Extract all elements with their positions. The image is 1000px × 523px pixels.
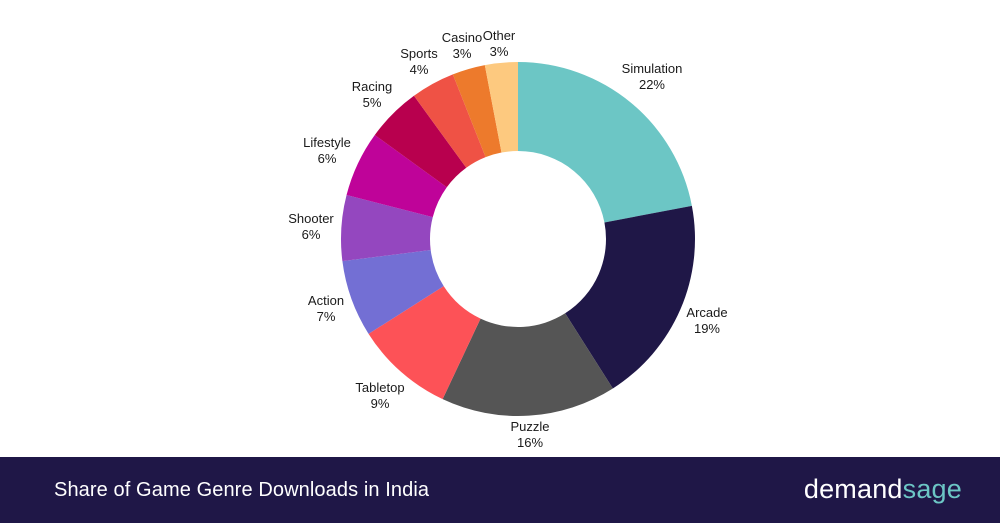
label-other: Other 3% bbox=[483, 28, 516, 60]
slice-action bbox=[342, 250, 444, 334]
label-name: Arcade bbox=[686, 305, 728, 320]
brand-logo: demandsage bbox=[804, 474, 962, 505]
label-name: Simulation bbox=[621, 61, 683, 76]
label-action: Action 7% bbox=[308, 293, 344, 325]
label-name: Puzzle bbox=[510, 419, 550, 434]
slice-arcade bbox=[565, 205, 695, 389]
brand-accent: sage bbox=[902, 474, 962, 504]
label-value: 5% bbox=[362, 95, 382, 110]
label-value: 3% bbox=[489, 44, 509, 59]
footer-bar: Share of Game Genre Downloads in India d… bbox=[0, 457, 1000, 523]
label-value: 3% bbox=[452, 46, 472, 61]
slice-simulation bbox=[518, 62, 692, 223]
label-value: 22% bbox=[638, 77, 666, 92]
chart-area: Simulation 22% Arcade 19% Puzzle 16% Tablet… bbox=[288, 28, 728, 451]
label-value: 6% bbox=[301, 227, 321, 242]
slice-sports bbox=[413, 74, 486, 168]
slice-tabletop bbox=[368, 286, 481, 400]
label-value: 7% bbox=[316, 309, 336, 324]
label-sports: Sports 4% bbox=[400, 46, 438, 78]
label-name: Action bbox=[307, 293, 345, 308]
label-name: Lifestyle bbox=[303, 135, 351, 150]
label-value: 16% bbox=[516, 435, 544, 450]
label-value: 9% bbox=[370, 396, 390, 411]
slice-puzzle bbox=[442, 313, 613, 416]
label-value: 4% bbox=[409, 62, 429, 77]
label-value: 6% bbox=[317, 151, 337, 166]
chart-title: Share of Game Genre Downloads in India bbox=[54, 479, 430, 501]
label-name: Casino bbox=[441, 30, 483, 45]
brand-main: demand bbox=[803, 474, 903, 504]
label-name: Tabletop bbox=[355, 380, 405, 395]
label-name: Other bbox=[482, 28, 516, 43]
label-racing: Racing 5% bbox=[352, 79, 392, 111]
slice-casino bbox=[452, 65, 502, 158]
label-arcade: Arcade 19% bbox=[686, 305, 727, 337]
slice-shooter bbox=[341, 194, 433, 262]
label-casino: Casino 3% bbox=[442, 30, 482, 62]
label-name: Shooter bbox=[288, 211, 334, 226]
label-tabletop: Tabletop 9% bbox=[355, 380, 404, 412]
label-puzzle: Puzzle 16% bbox=[510, 419, 549, 451]
slice-racing bbox=[374, 95, 467, 188]
slice-lifestyle bbox=[346, 134, 447, 218]
slice-other bbox=[484, 62, 518, 153]
label-lifestyle: Lifestyle 6% bbox=[303, 135, 351, 167]
label-simulation: Simulation 22% bbox=[622, 61, 683, 93]
label-shooter: Shooter 6% bbox=[288, 211, 334, 243]
donut-chart bbox=[341, 62, 695, 416]
label-name: Racing bbox=[351, 79, 393, 94]
label-value: 19% bbox=[693, 321, 721, 336]
label-name: Sports bbox=[400, 46, 438, 61]
